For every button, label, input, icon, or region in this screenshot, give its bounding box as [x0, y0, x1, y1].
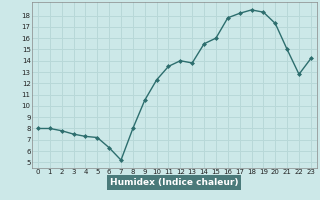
X-axis label: Humidex (Indice chaleur): Humidex (Indice chaleur): [110, 178, 239, 187]
